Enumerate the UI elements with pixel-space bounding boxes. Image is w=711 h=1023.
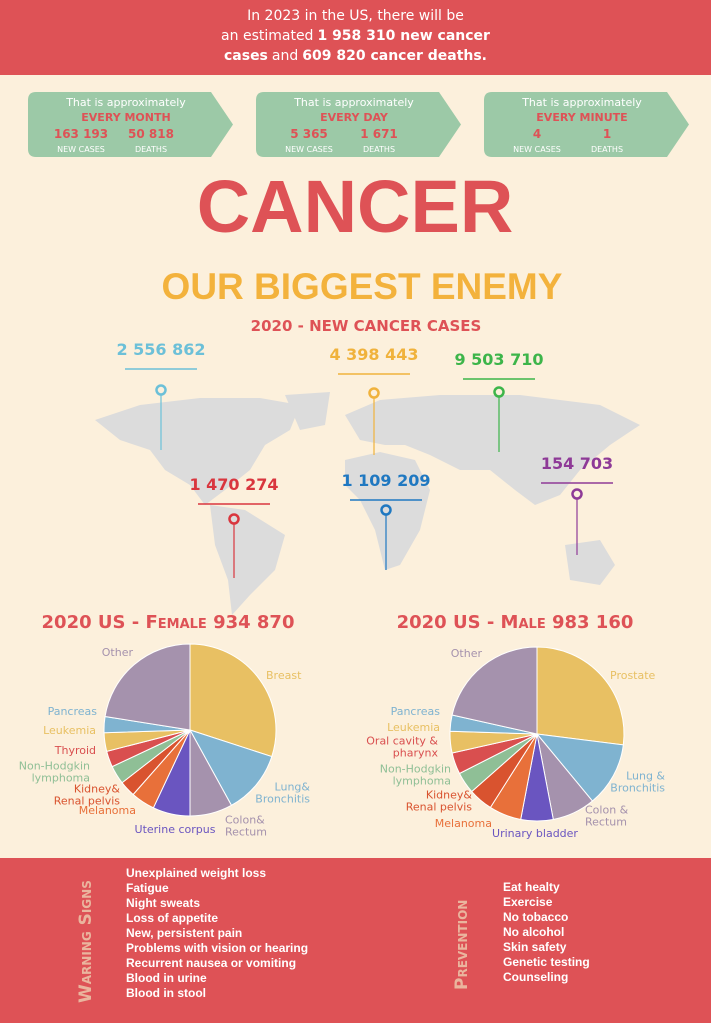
pie-label: Other [101, 646, 133, 660]
pie-slice [188, 729, 273, 807]
pie-label: Melanoma [78, 804, 136, 818]
pie-label: Colon& Rectum [225, 813, 267, 838]
pie-label: Colon & Rectum [585, 803, 629, 828]
prevention-title: Prevention [452, 899, 472, 990]
stat-cases: 5 365 [290, 127, 328, 141]
pie-title: 2020 US - Male 983 160 [397, 612, 634, 633]
stat-deaths-label: DEATHS [363, 145, 395, 154]
pie-label: Melanoma [434, 817, 492, 831]
pie-label: Urinary bladder [492, 827, 578, 841]
pie-slice [536, 646, 625, 746]
stat-box [28, 92, 233, 157]
list-item: Fatigue [126, 881, 169, 895]
pie-label: Oral cavity & pharynx [366, 734, 438, 759]
list-item: Recurrent nausea or vomiting [126, 956, 297, 970]
stat-period: EVERY MONTH [81, 111, 170, 124]
main-title: CANCER [197, 165, 514, 248]
list-item: Eat healty [503, 880, 560, 894]
pie-label: Leukemia [43, 724, 96, 738]
header-text: cases [223, 48, 268, 64]
pin [380, 504, 392, 516]
header-text: an estimated [221, 28, 314, 44]
stat-deaths: 50 818 [128, 127, 174, 141]
stat-period: EVERY MINUTE [536, 111, 627, 124]
list-item: Exercise [503, 895, 553, 909]
list-item: Loss of appetite [126, 911, 219, 925]
list-item: Counseling [503, 970, 569, 984]
pie-label: Other [450, 647, 482, 661]
warning-title: Warning Signs [76, 880, 96, 1003]
pie-label: Non-Hodgkin lymphoma [18, 759, 90, 784]
pie-slice [535, 733, 624, 802]
pin [228, 513, 240, 525]
map-title: 2020 - NEW CANCER CASES [251, 317, 482, 335]
list-item: Problems with vision or hearing [126, 941, 309, 955]
pin [571, 488, 583, 500]
region-value: 4 398 443 [329, 345, 418, 364]
pie-label: Leukemia [387, 721, 440, 735]
pie-title: 2020 US - Female 934 870 [42, 612, 295, 633]
stat-cases-label: NEW CASES [285, 145, 333, 154]
pie-label: Prostate [610, 669, 656, 683]
header: In 2023 in the US, there will be an esti… [0, 0, 711, 75]
stat-deaths: 1 [603, 127, 611, 141]
stat-cases-label: NEW CASES [513, 145, 561, 154]
list-item: Blood in stool [126, 986, 206, 1000]
pie-label: Breast [266, 669, 302, 683]
list-item: No alcohol [503, 925, 565, 939]
stat-intro: That is approximately [521, 96, 642, 109]
pie-label: Non-Hodgkin lymphoma [379, 762, 451, 787]
list-item: Genetic testing [503, 955, 590, 969]
region-value: 154 703 [541, 454, 613, 473]
subtitle: OUR BIGGEST ENEMY [162, 266, 563, 307]
header-text: In 2023 in the US, there will be [247, 8, 464, 24]
pin [368, 387, 380, 399]
region-value: 2 556 862 [116, 340, 205, 359]
list-item: Unexplained weight loss [126, 866, 267, 880]
stat-deaths-label: DEATHS [135, 145, 167, 154]
pie-slice [104, 643, 191, 731]
header-text: 1 958 310 new cancer [317, 28, 490, 44]
stat-cases: 4 [533, 127, 541, 141]
list-item: Night sweats [126, 896, 201, 910]
pie-label: Uterine corpus [134, 823, 216, 837]
list-item: New, persistent pain [126, 926, 243, 940]
list-item: Skin safety [503, 940, 567, 954]
world-map [95, 392, 640, 615]
region-value: 1 109 209 [341, 471, 430, 490]
pie-label: Kidney& Renal pelvis [53, 782, 120, 807]
stat-cases-label: NEW CASES [57, 145, 105, 154]
stat-deaths: 1 671 [360, 127, 398, 141]
region-value: 1 470 274 [189, 475, 278, 494]
bottom-panel [0, 858, 711, 1023]
pie-label: Kidney& Renal pelvis [405, 788, 472, 813]
list-item: Blood in urine [126, 971, 207, 985]
pie-label: Lung& Bronchitis [255, 780, 310, 805]
stat-deaths-label: DEATHS [591, 145, 623, 154]
warning-list: Unexplained weight loss Fatigue Night swea… [126, 866, 308, 1001]
header-text: and [271, 48, 299, 64]
stat-box [256, 92, 461, 157]
stat-box [484, 92, 689, 157]
pie-label: Thyroid [54, 744, 96, 758]
pie-label: Pancreas [390, 705, 440, 719]
stat-intro: That is approximately [293, 96, 414, 109]
pin [155, 384, 167, 396]
pie-slice [189, 643, 277, 758]
stat-cases: 163 193 [54, 127, 108, 141]
stat-intro: That is approximately [65, 96, 186, 109]
pie-label: Lung & Bronchitis [610, 769, 665, 794]
pie-label: Pancreas [47, 705, 97, 719]
prevention-list: Eat healty Exercise No tobacco No alcohol Sk… [503, 880, 590, 985]
list-item: No tobacco [503, 910, 569, 924]
region-value: 9 503 710 [454, 350, 543, 369]
stat-period: EVERY DAY [320, 111, 389, 124]
header-text: 609 820 cancer deaths. [302, 48, 488, 64]
pie-slice [451, 646, 538, 735]
pin [493, 386, 505, 398]
